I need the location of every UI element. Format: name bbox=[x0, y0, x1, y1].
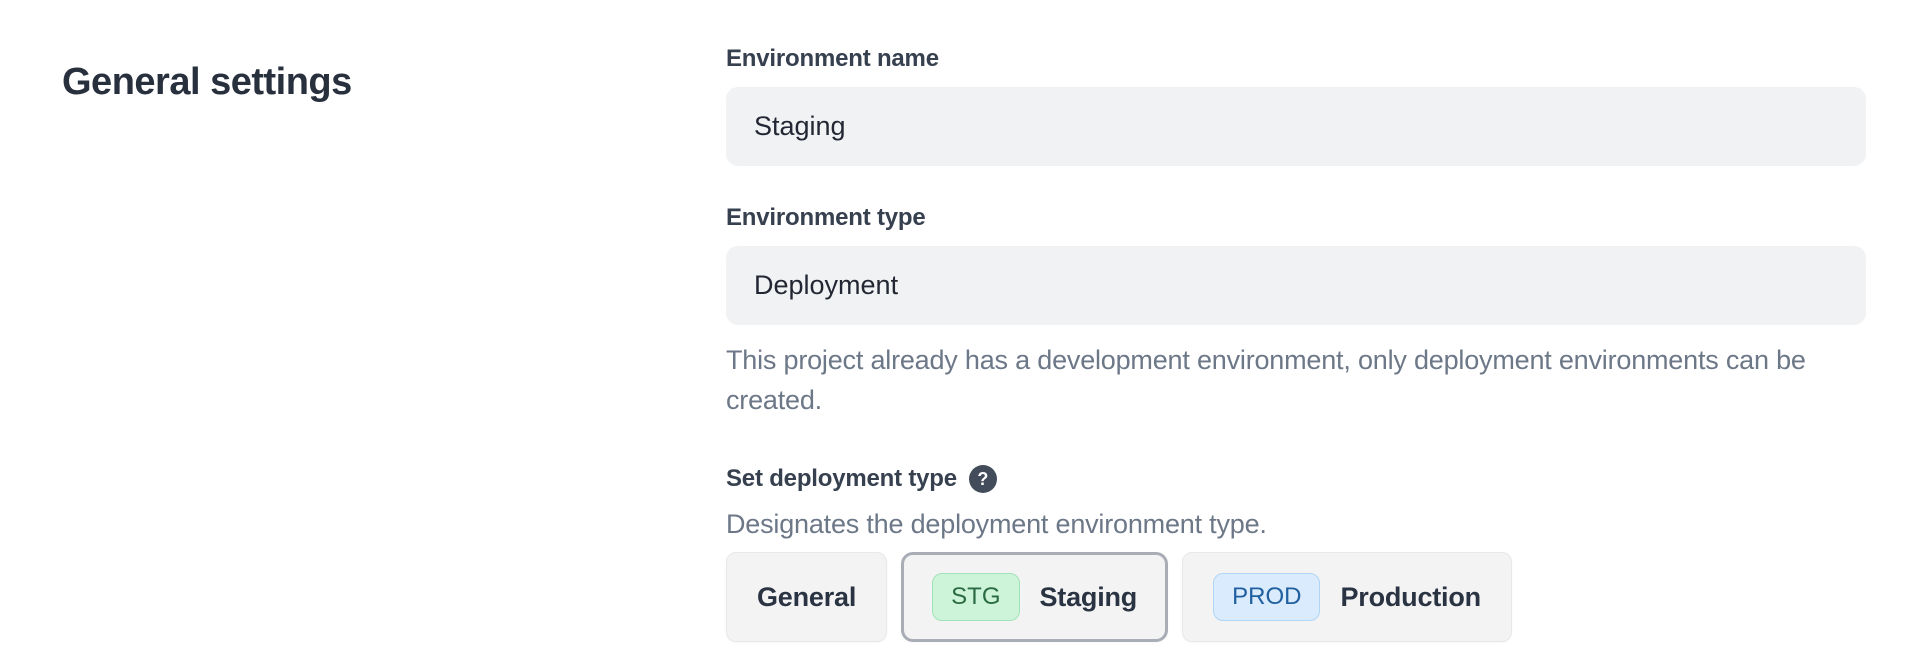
staging-badge: STG bbox=[932, 573, 1020, 621]
option-label: General bbox=[757, 581, 857, 612]
deployment-type-description: Designates the deployment environment ty… bbox=[726, 509, 1267, 539]
production-badge: PROD bbox=[1213, 573, 1321, 621]
deployment-type-option-staging[interactable]: STG Staging bbox=[901, 552, 1169, 642]
deployment-type-option-general[interactable]: General bbox=[726, 552, 888, 642]
settings-form: Environment name Environment type This p… bbox=[726, 44, 1866, 642]
option-label: Production bbox=[1340, 581, 1481, 612]
question-mark-icon[interactable]: ? bbox=[968, 465, 997, 493]
environment-name-label: Environment name bbox=[726, 45, 939, 72]
environment-name-input[interactable] bbox=[726, 87, 1866, 166]
option-label: Staging bbox=[1039, 581, 1138, 612]
environment-type-help-text: This project already has a development e… bbox=[726, 345, 1806, 415]
deployment-type-option-production[interactable]: PROD Production bbox=[1182, 552, 1512, 642]
deployment-type-label-row: Set deployment type ? bbox=[726, 464, 1866, 494]
environment-type-input[interactable] bbox=[726, 246, 1866, 325]
page-title: General settings bbox=[62, 61, 352, 104]
deployment-type-options: General STG Staging PROD Production bbox=[726, 552, 1866, 642]
environment-type-label: Environment type bbox=[726, 204, 926, 231]
deployment-type-label: Set deployment type bbox=[726, 465, 957, 492]
